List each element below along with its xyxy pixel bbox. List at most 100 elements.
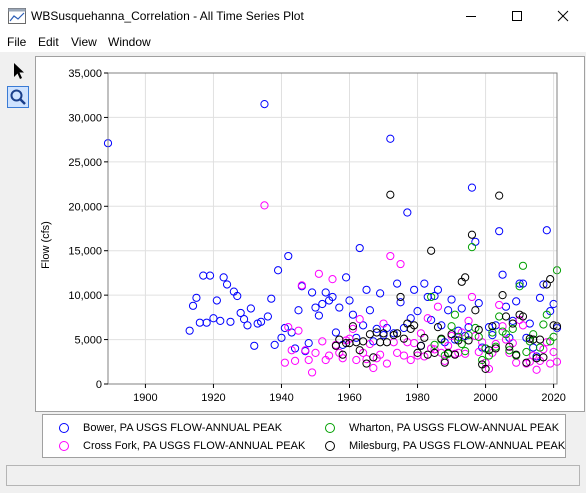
data-point bbox=[501, 330, 511, 339]
legend-marker-wharton bbox=[325, 423, 335, 433]
data-point bbox=[535, 293, 545, 302]
data-point bbox=[348, 322, 358, 331]
data-point bbox=[518, 261, 528, 270]
data-point bbox=[328, 275, 337, 284]
legend-label-bower: Bower, PA USGS FLOW-ANNUAL PEAK bbox=[83, 422, 283, 434]
data-point bbox=[338, 354, 347, 363]
data-point bbox=[474, 347, 483, 357]
data-point bbox=[498, 270, 507, 279]
menu-window[interactable]: Window bbox=[108, 35, 151, 49]
data-point bbox=[444, 306, 453, 315]
data-point bbox=[454, 332, 463, 342]
data-point bbox=[522, 358, 531, 367]
status-bar bbox=[6, 465, 580, 486]
zoom-tool-button[interactable] bbox=[7, 86, 29, 108]
data-point bbox=[396, 298, 405, 307]
legend-label-cross-fork: Cross Fork, PA USGS FLOW-ANNUAL PEAK bbox=[83, 440, 306, 452]
menu-view[interactable]: View bbox=[71, 35, 97, 49]
data-point bbox=[471, 237, 480, 246]
data-point bbox=[488, 328, 497, 337]
data-point bbox=[447, 330, 456, 339]
data-point bbox=[379, 319, 388, 328]
data-point bbox=[542, 310, 551, 319]
menu-edit[interactable]: Edit bbox=[38, 35, 59, 49]
data-point bbox=[416, 341, 426, 350]
data-point bbox=[359, 337, 368, 346]
minimize-button[interactable] bbox=[448, 0, 494, 32]
data-point bbox=[474, 299, 483, 308]
data-point bbox=[430, 345, 439, 354]
data-point bbox=[430, 340, 439, 350]
data-point bbox=[522, 347, 531, 357]
menu-file[interactable]: File bbox=[7, 35, 27, 49]
data-point bbox=[250, 341, 259, 350]
x-tick-label: 1960 bbox=[337, 392, 361, 404]
series-0 bbox=[103, 100, 562, 361]
close-button[interactable] bbox=[540, 0, 586, 32]
x-tick-label: 2020 bbox=[541, 392, 565, 404]
window-title: WBSusquehanna_Correlation - All Time Ser… bbox=[31, 9, 304, 23]
data-point bbox=[348, 310, 358, 319]
data-point bbox=[355, 315, 364, 324]
legend-label-wharton: Wharton, PA USGS FLOW-ANNUAL PEAK bbox=[349, 422, 560, 434]
data-point bbox=[501, 302, 511, 311]
y-tick-label: 30,000 bbox=[68, 112, 102, 124]
data-point bbox=[420, 333, 429, 342]
data-point bbox=[369, 353, 378, 362]
data-point bbox=[314, 269, 323, 278]
data-point bbox=[501, 312, 511, 321]
maximize-icon bbox=[512, 11, 522, 21]
data-point bbox=[437, 334, 446, 343]
x-tick-label: 1980 bbox=[405, 392, 429, 404]
data-point bbox=[484, 351, 494, 360]
data-point bbox=[505, 342, 514, 351]
data-point bbox=[365, 306, 375, 315]
data-point bbox=[318, 299, 327, 309]
maximize-button[interactable] bbox=[494, 0, 540, 32]
data-point bbox=[307, 368, 317, 377]
x-tick-label: 1940 bbox=[269, 392, 293, 404]
data-point bbox=[362, 285, 371, 294]
data-point bbox=[246, 304, 255, 313]
data-point bbox=[535, 335, 545, 344]
data-point bbox=[386, 190, 395, 199]
data-point bbox=[304, 339, 313, 348]
pointer-tool-button[interactable] bbox=[7, 60, 29, 82]
data-point bbox=[423, 314, 432, 323]
data-point bbox=[379, 329, 388, 338]
data-point bbox=[457, 304, 466, 313]
legend-marker-cross-fork bbox=[59, 441, 69, 451]
scatter-chart[interactable]: 0 5,000 10,000 15,000 20,000 25,000 30,000 35,0… bbox=[36, 57, 584, 411]
data-point bbox=[471, 306, 480, 315]
data-point bbox=[209, 314, 218, 323]
data-point bbox=[280, 323, 289, 333]
data-point bbox=[345, 296, 354, 305]
data-point bbox=[539, 353, 548, 362]
data-point bbox=[260, 100, 269, 109]
data-point bbox=[236, 308, 245, 318]
data-point bbox=[287, 346, 296, 355]
data-point bbox=[290, 356, 300, 365]
data-point bbox=[226, 317, 235, 326]
data-point bbox=[464, 331, 473, 340]
title-bar: WBSusquehanna_Correlation - All Time Ser… bbox=[0, 0, 586, 32]
data-point bbox=[430, 348, 439, 357]
data-point bbox=[410, 285, 419, 294]
data-point bbox=[399, 351, 409, 360]
data-point bbox=[518, 321, 528, 330]
data-point bbox=[542, 338, 551, 347]
data-point bbox=[542, 226, 551, 235]
data-point bbox=[365, 330, 375, 339]
data-point bbox=[539, 320, 548, 329]
legend-label-milesburg: Milesburg, PA USGS FLOW-ANNUAL PEAK bbox=[349, 440, 566, 452]
data-point bbox=[393, 279, 402, 288]
data-point bbox=[454, 336, 463, 345]
data-point bbox=[488, 331, 497, 340]
data-point bbox=[324, 351, 334, 360]
y-tick-label: 5,000 bbox=[74, 335, 102, 347]
data-point bbox=[525, 357, 534, 366]
data-point bbox=[410, 321, 419, 330]
series-3 bbox=[331, 190, 562, 373]
data-point bbox=[403, 208, 412, 217]
data-point bbox=[396, 292, 405, 302]
